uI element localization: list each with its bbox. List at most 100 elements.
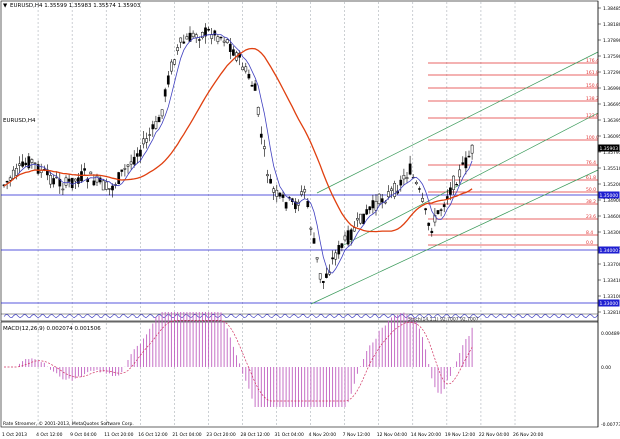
candle-body bbox=[259, 133, 263, 138]
candle-body bbox=[331, 257, 334, 260]
candle-body bbox=[266, 174, 269, 177]
candle-body bbox=[139, 149, 142, 157]
candle-body bbox=[92, 180, 96, 186]
time-axis-label: 7 Nov 12:00 bbox=[343, 432, 371, 438]
price-marker-box bbox=[598, 246, 620, 254]
candle-body bbox=[439, 209, 443, 211]
macd-axis: 0.004899 0.00 -0.007737 bbox=[601, 331, 620, 428]
candle-body bbox=[27, 156, 31, 169]
candle-body bbox=[306, 201, 310, 207]
candle-body bbox=[5, 180, 9, 183]
candle-body bbox=[337, 245, 341, 255]
candle-body bbox=[98, 177, 102, 183]
macd-axis-label: 0.004899 bbox=[601, 331, 620, 337]
price-marker-box bbox=[598, 299, 620, 307]
candle-body bbox=[204, 27, 207, 37]
candle-body bbox=[334, 252, 338, 260]
candle-body bbox=[232, 49, 235, 56]
time-axis-label: 9 Oct 04:00 bbox=[70, 432, 97, 438]
candle-body bbox=[263, 146, 266, 150]
time-axis-label: 31 Oct 04:00 bbox=[275, 432, 304, 438]
candle-body bbox=[436, 210, 440, 215]
macd-label: MACD(12,26,9) 0.002074 0.001506 bbox=[3, 326, 101, 332]
candle-body bbox=[312, 238, 316, 244]
candle-body bbox=[343, 235, 347, 241]
macd-panel[interactable] bbox=[0, 321, 599, 428]
price-marker-label: 1.33000 bbox=[600, 301, 619, 307]
candle-body bbox=[52, 178, 55, 185]
fib-level-label: 100.0 bbox=[586, 135, 599, 141]
candle-body bbox=[70, 177, 74, 189]
price-axis-label: 1.38180 bbox=[603, 22, 620, 28]
candle-body bbox=[120, 169, 124, 172]
candle-body bbox=[365, 209, 369, 215]
candle-body bbox=[449, 187, 452, 195]
candle-body bbox=[179, 37, 183, 43]
candle-body bbox=[442, 204, 446, 208]
candle-body bbox=[362, 213, 365, 225]
symbol-info: EURUSD,H4 1.35599 1.35983 1.35574 1.3590… bbox=[10, 3, 141, 9]
candle-body bbox=[216, 36, 220, 42]
candle-body bbox=[244, 66, 248, 72]
candle-body bbox=[470, 144, 474, 154]
candle-body bbox=[399, 179, 403, 186]
candle-body bbox=[405, 177, 409, 179]
candle-body bbox=[101, 180, 105, 191]
macd-histogram bbox=[19, 312, 473, 407]
price-axis-label: 1.37890 bbox=[603, 38, 620, 44]
candle-body bbox=[421, 197, 424, 202]
symbol-label: EURUSD,H4 bbox=[3, 118, 36, 124]
candle-body bbox=[318, 273, 322, 280]
candle-body bbox=[377, 193, 381, 205]
candle-body bbox=[461, 162, 465, 165]
candle-body bbox=[275, 189, 279, 197]
candle-body bbox=[61, 188, 65, 191]
candle-body bbox=[108, 188, 111, 190]
candle-body bbox=[166, 75, 170, 85]
candle-body bbox=[393, 183, 396, 197]
macd-axis-label: 0.00 bbox=[601, 365, 611, 371]
candle-body bbox=[402, 175, 406, 180]
candle-body bbox=[201, 32, 204, 39]
candle-body bbox=[387, 191, 390, 198]
price-axis-label: 1.35510 bbox=[603, 166, 620, 172]
candle-body bbox=[160, 109, 164, 117]
candle-body bbox=[142, 138, 145, 145]
price-axis-label: 1.38485 bbox=[603, 6, 620, 12]
candle-body bbox=[256, 106, 260, 115]
candle-body bbox=[269, 178, 272, 184]
candle-body bbox=[191, 32, 195, 38]
price-marker-label: 1.35903 bbox=[600, 146, 619, 152]
vertical-gridlines bbox=[37, 2, 516, 426]
price-marker-label: 1.34000 bbox=[600, 248, 619, 254]
price-axis-label: 1.33410 bbox=[603, 278, 620, 284]
price-panel[interactable] bbox=[0, 0, 599, 322]
price-axis: 1.38485 1.38180 1.37890 1.37590 1.37290 1.369… bbox=[597, 1, 620, 427]
stochastic-strip bbox=[1, 313, 599, 319]
candle-body bbox=[77, 177, 80, 184]
fib-level-label: 76.4 bbox=[586, 160, 596, 166]
symbol-arrow-icon: ▼ bbox=[3, 3, 8, 9]
price-axis-label: 1.34900 bbox=[603, 198, 620, 204]
candle-body bbox=[15, 168, 18, 176]
candle-body bbox=[427, 222, 431, 226]
candle-body bbox=[368, 206, 372, 211]
fast-moving-average-line bbox=[3, 33, 473, 274]
candle-body bbox=[185, 36, 189, 40]
time-axis: 1 Oct 2013 4 Oct 12:00 9 Oct 04:00 11 Oct 2… bbox=[2, 432, 543, 438]
price-marker-box bbox=[598, 144, 620, 152]
candle-body bbox=[67, 178, 71, 182]
candle-body bbox=[21, 161, 24, 167]
time-axis-label: 19 Nov 12:00 bbox=[445, 432, 475, 438]
time-axis-label: 28 Oct 12:00 bbox=[240, 432, 269, 438]
candle-body bbox=[309, 227, 313, 230]
time-axis-label: 16 Oct 12:00 bbox=[138, 432, 167, 438]
price-marker-box bbox=[598, 191, 620, 199]
candle-body bbox=[95, 175, 99, 183]
candle-body bbox=[80, 171, 83, 182]
candle-body bbox=[111, 185, 114, 191]
candle-body bbox=[24, 162, 28, 166]
candle-body bbox=[467, 155, 471, 158]
fib-level-label: 176.4 bbox=[586, 58, 599, 64]
